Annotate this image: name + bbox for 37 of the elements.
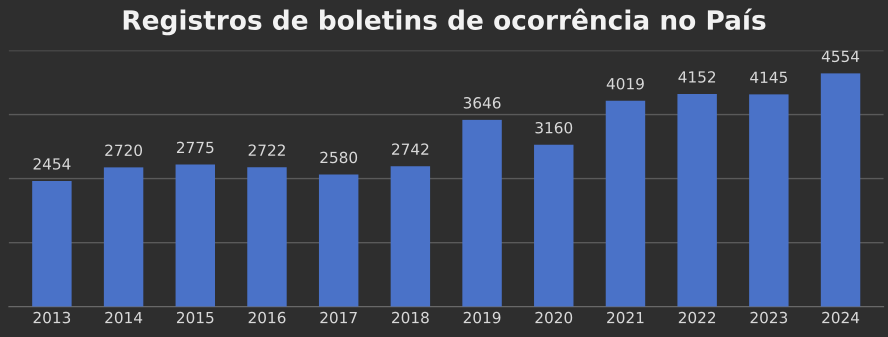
bar bbox=[677, 94, 717, 307]
bar bbox=[32, 180, 72, 307]
x-tick-label: 2015 bbox=[176, 312, 214, 324]
bar bbox=[534, 144, 574, 307]
x-tick-label: 2022 bbox=[678, 312, 716, 324]
data-label: 4019 bbox=[606, 78, 644, 90]
data-label: 3646 bbox=[464, 97, 501, 109]
x-tick-label: 2019 bbox=[464, 312, 500, 324]
bar bbox=[749, 94, 789, 307]
bar bbox=[820, 73, 860, 307]
bar bbox=[390, 166, 430, 307]
x-tick-label: 2018 bbox=[392, 312, 429, 324]
data-label: 2454 bbox=[34, 158, 70, 170]
x-tick-label: 2016 bbox=[248, 312, 286, 324]
data-label: 4145 bbox=[750, 72, 787, 84]
data-label: 2742 bbox=[392, 143, 428, 155]
data-label: 2580 bbox=[320, 152, 358, 164]
bar bbox=[318, 174, 358, 307]
x-tick-label: 2021 bbox=[607, 312, 644, 324]
data-label: 2775 bbox=[176, 142, 214, 154]
data-label: 4152 bbox=[678, 71, 716, 83]
bar bbox=[104, 167, 144, 307]
data-label: 2720 bbox=[105, 144, 142, 156]
data-label: 2722 bbox=[248, 144, 285, 156]
x-tick-label: 2013 bbox=[34, 312, 70, 324]
bar bbox=[247, 167, 287, 307]
x-tick-label: 2024 bbox=[822, 312, 860, 324]
data-label: 3160 bbox=[535, 122, 572, 134]
bar bbox=[462, 120, 502, 307]
bar bbox=[176, 164, 216, 307]
data-label: 4554 bbox=[822, 50, 860, 62]
x-tick-label: 2020 bbox=[535, 312, 572, 324]
x-tick-label: 2023 bbox=[750, 312, 788, 324]
chart-title: Registros de boletins de ocorrência no País bbox=[124, 8, 766, 36]
bar bbox=[606, 100, 646, 307]
x-tick-label: 2014 bbox=[105, 312, 142, 324]
x-tick-label: 2017 bbox=[320, 312, 357, 324]
